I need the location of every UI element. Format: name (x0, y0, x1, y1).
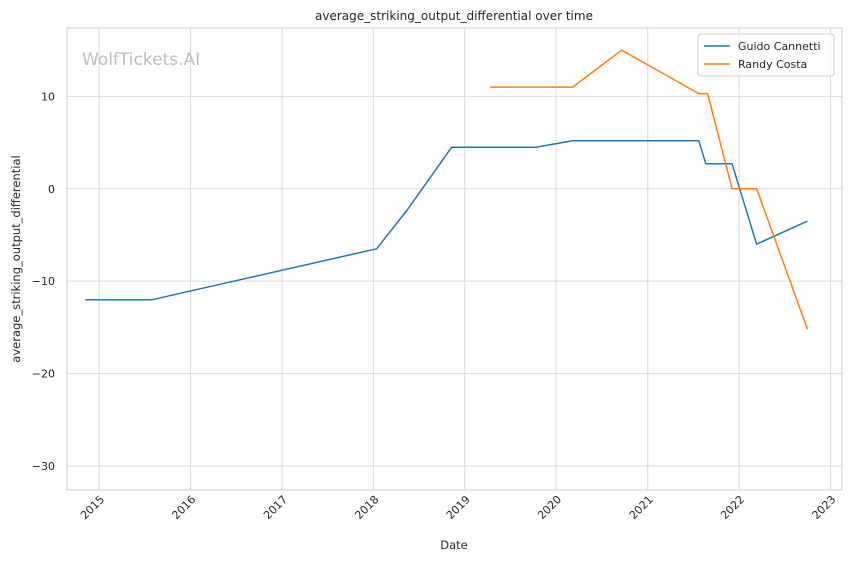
series-layer (85, 49, 809, 330)
legend: Guido Cannetti Randy Costa (697, 33, 835, 77)
legend-label-randy-costa: Randy Costa (738, 58, 807, 71)
series-line-guido-cannetti (85, 139, 808, 301)
plot-area (67, 28, 842, 490)
legend-box (697, 33, 835, 77)
x-axis-label: Date (440, 538, 468, 552)
y-tick-label: 0 (48, 183, 55, 196)
chart-title: average_striking_output_differential ove… (315, 9, 593, 23)
y-tick-label: −30 (32, 460, 55, 473)
y-axis-label: average_striking_output_differential (9, 155, 23, 362)
series-line-randy-costa (490, 49, 809, 330)
watermark-text: WolfTickets.AI (82, 50, 200, 70)
plot-frame (66, 27, 843, 491)
y-axis-ticks: 10 0 −10 −20 −30 (32, 90, 55, 473)
grid-lines (67, 28, 842, 490)
legend-label-guido-cannetti: Guido Cannetti (738, 40, 821, 53)
y-tick-label: −10 (32, 275, 55, 288)
y-tick-label: −20 (32, 368, 55, 381)
y-tick-label: 10 (41, 90, 55, 103)
